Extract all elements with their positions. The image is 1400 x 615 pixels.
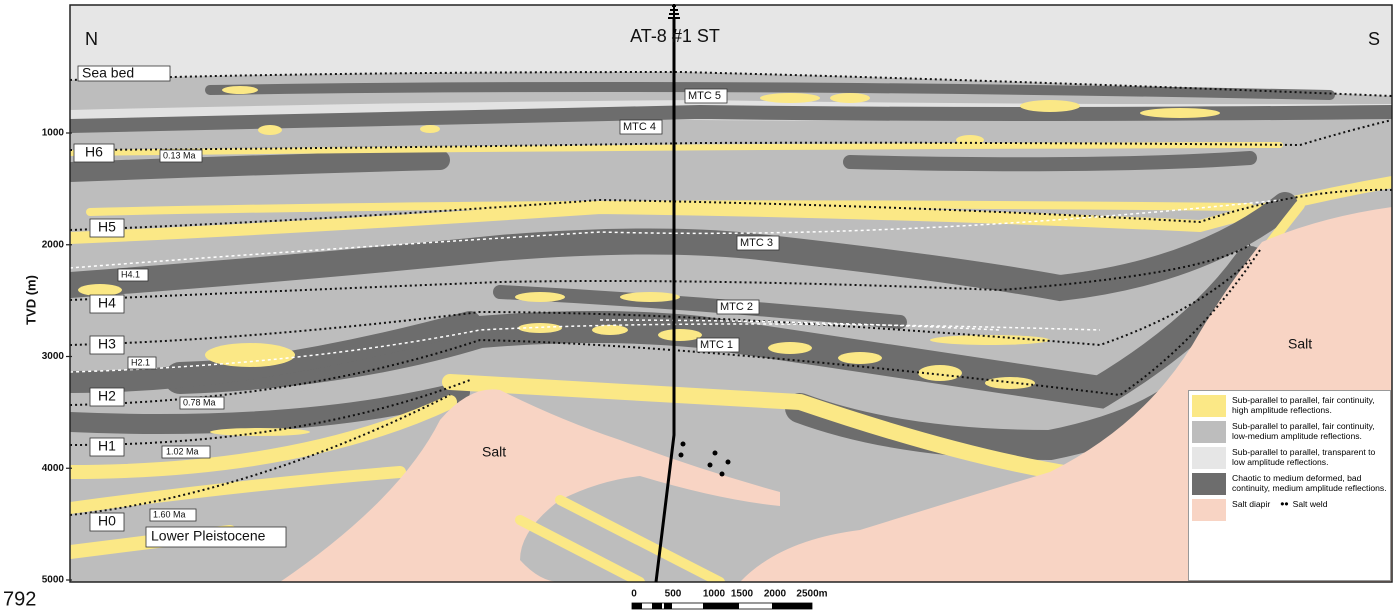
- legend-swatch: [1192, 421, 1226, 443]
- scale-label: 1500: [731, 589, 754, 600]
- legend-entry: Sub-parallel to parallel, fair continuit…: [1192, 395, 1387, 417]
- label: MTC 3: [740, 237, 773, 249]
- scale-label: 2500m: [796, 589, 827, 600]
- legend-entry: Chaotic to medium deformed, bad continui…: [1192, 473, 1387, 495]
- label: Lower Pleistocene: [151, 528, 266, 544]
- legend-swatch: [1192, 395, 1226, 417]
- label: H2: [98, 388, 116, 404]
- tick-label: 4000: [42, 463, 65, 474]
- label: MTC 5: [688, 90, 721, 102]
- label: H3: [98, 336, 116, 352]
- scale-label: 1000: [703, 589, 726, 600]
- legend-entry: Sub-parallel to parallel, fair continuit…: [1192, 421, 1387, 443]
- legend-swatch: [1192, 473, 1226, 495]
- label: H6: [85, 144, 103, 160]
- north: N: [85, 29, 98, 49]
- well-name: AT-8 #1 ST: [630, 26, 720, 46]
- scale-labels: 0 500 1000 1500 2000 2500m: [631, 589, 827, 600]
- scale-bar: [632, 603, 812, 609]
- axis-label: TVD (m): [23, 275, 38, 325]
- weld-icon: ••: [1280, 499, 1288, 509]
- legend-text: Sub-parallel to parallel, fair continuit…: [1232, 421, 1387, 441]
- label: 0.78 Ma: [183, 397, 216, 407]
- tick-label: 5000: [42, 575, 65, 586]
- legend-text: Sub-parallel to parallel, transparent to…: [1232, 447, 1387, 467]
- depth-axis: 1000 2000 3000 4000 5000: [42, 128, 72, 586]
- legend-swatch: [1192, 447, 1226, 469]
- label: MTC 4: [623, 121, 656, 133]
- scale-label: 0: [631, 589, 637, 600]
- label: H1: [98, 438, 116, 454]
- legend-text: Chaotic to medium deformed, bad continui…: [1232, 473, 1387, 493]
- label: 1.02 Ma: [166, 446, 199, 456]
- label: H4.1: [121, 269, 140, 279]
- label: 0.13 Ma: [163, 150, 196, 160]
- tick-label: 2000: [42, 239, 65, 250]
- label: H2.1: [131, 357, 150, 367]
- page-number: 792: [3, 588, 36, 610]
- label: H5: [98, 219, 116, 235]
- legend-entry: Salt diapir •• Salt weld: [1192, 499, 1387, 521]
- scale-label: 2000: [764, 589, 787, 600]
- label: H4: [98, 295, 116, 311]
- legend-swatch: [1192, 499, 1226, 521]
- tick-label: 1000: [42, 128, 65, 139]
- legend-entry: Sub-parallel to parallel, transparent to…: [1192, 447, 1387, 469]
- label: Sea bed: [82, 65, 134, 81]
- tick-label: 3000: [42, 351, 65, 362]
- label: Salt: [482, 444, 506, 460]
- legend-text: Sub-parallel to parallel, fair continuit…: [1232, 395, 1387, 415]
- legend-text: Salt diapir: [1232, 499, 1270, 509]
- label: MTC 2: [720, 301, 753, 313]
- label: Salt: [1288, 336, 1312, 352]
- label: 1.60 Ma: [153, 509, 186, 519]
- south: S: [1368, 29, 1380, 49]
- page: {"header": {"north": "N", "south": "S", …: [0, 0, 1400, 615]
- scale-label: 500: [665, 589, 682, 600]
- legend-text: Salt weld: [1293, 499, 1328, 509]
- label: MTC 1: [700, 339, 733, 351]
- legend: Sub-parallel to parallel, fair continuit…: [1188, 390, 1391, 581]
- label: H0: [98, 513, 116, 529]
